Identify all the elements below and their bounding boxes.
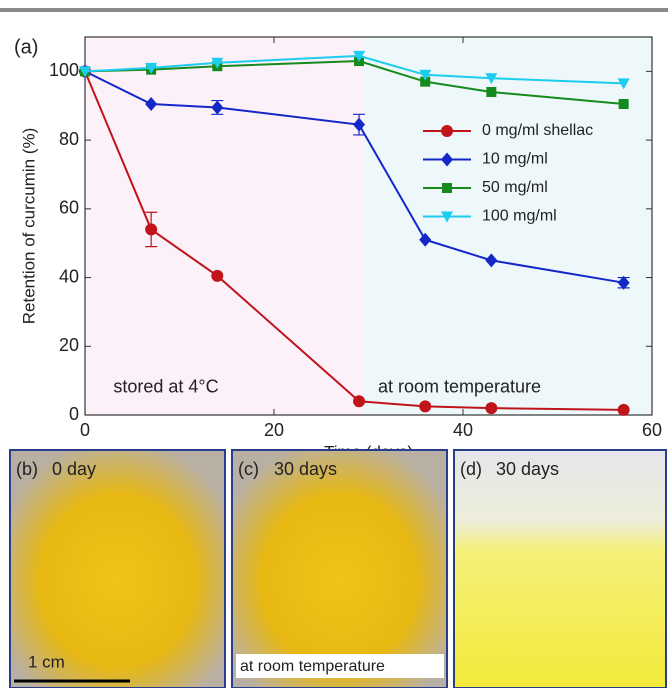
y-tick-label: 20 [59,335,79,355]
marker [618,404,630,416]
marker [211,270,223,282]
marker [419,400,431,412]
figure: 0204060020406080100Time (days)Retention … [0,0,668,688]
panel-label: (d) [460,459,482,479]
legend-marker [442,183,452,193]
photo-d [454,450,666,688]
legend-label: 10 mg/ml [482,151,548,168]
panel-note: at room temperature [240,658,385,675]
legend-marker [441,125,453,137]
legend-label: 100 mg/ml [482,208,557,225]
marker [145,223,157,235]
legend-label: 50 mg/ml [482,179,548,196]
y-axis-label: Retention of curcumin (%) [19,128,38,325]
x-tick-label: 20 [264,420,284,440]
marker [619,99,629,109]
top-rule [0,8,668,12]
photo-panels: (b) 0 day 1 cm (c) 30 days at room tempe… [10,450,666,688]
photo-c [232,450,447,688]
marker [485,402,497,414]
panel-label: (a) [14,36,38,58]
y-tick-label: 0 [69,404,79,424]
shaded-region [85,37,364,415]
y-tick-label: 80 [59,129,79,149]
panel-label: (c) [238,459,259,479]
x-tick-label: 40 [453,420,473,440]
marker [353,395,365,407]
panel-caption: 0 day [52,459,96,479]
y-tick-label: 60 [59,198,79,218]
annotation: at room temperature [378,376,541,396]
y-tick-label: 100 [49,60,79,80]
x-tick-label: 60 [642,420,662,440]
y-tick-label: 40 [59,266,79,286]
legend-label: 0 mg/ml shellac [482,122,593,139]
scale-label: 1 cm [28,652,65,671]
marker [486,87,496,97]
panel-label: (b) [16,459,38,479]
annotation: stored at 4°C [113,376,218,396]
panel-caption: 30 days [496,459,559,479]
panel-caption: 30 days [274,459,337,479]
x-tick-label: 0 [80,420,90,440]
